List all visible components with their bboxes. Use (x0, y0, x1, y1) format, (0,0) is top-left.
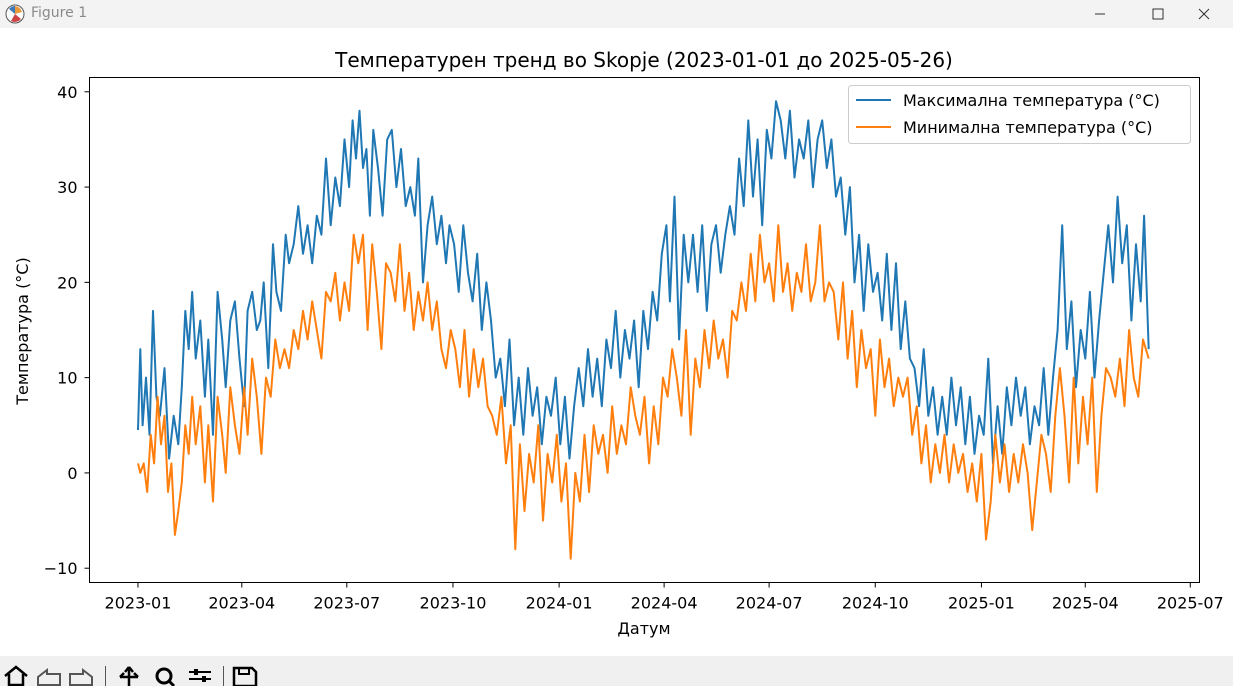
pan-icon (119, 666, 139, 686)
y-tick-label: 20 (57, 273, 77, 292)
home-icon (4, 665, 28, 687)
configure-subplots-button[interactable] (186, 664, 216, 686)
series-line-min-temperature (137, 224, 1150, 560)
y-tick-label: 30 (57, 178, 77, 197)
window-title: Figure 1 (31, 5, 88, 21)
x-tick-label: 2023-10 (420, 594, 487, 613)
y-tick-label: 10 (57, 369, 77, 388)
x-tick-label: 2023-07 (313, 594, 380, 613)
chart-legend: Максимална температура (°C) Минимална те… (848, 85, 1191, 144)
legend-label-max: Максимална температура (°C) (903, 91, 1160, 110)
forward-icon (69, 667, 93, 686)
series-line-max-temperature (137, 100, 1150, 465)
toolbar-separator (105, 666, 106, 686)
x-tick-label: 2025-07 (1157, 594, 1224, 613)
x-tick-label: 2024-10 (842, 594, 909, 613)
legend-box (848, 85, 1191, 144)
x-tick-label: 2024-07 (736, 594, 803, 613)
window-titlebar: Figure 1 (0, 0, 1233, 28)
save-icon (232, 666, 258, 688)
x-tick-label: 2025-01 (948, 594, 1015, 613)
plot-frame (89, 77, 1200, 583)
home-button[interactable] (2, 664, 32, 687)
maximize-icon (1152, 8, 1164, 20)
x-tick-label: 2025-04 (1052, 594, 1119, 613)
maximize-button[interactable] (1129, 0, 1187, 28)
chart-title: Температурен тренд во Skopje (2023-01-01… (334, 48, 953, 72)
pan-button[interactable] (114, 664, 144, 686)
configure-subplots-icon (189, 669, 211, 682)
minimize-button[interactable] (1071, 0, 1129, 28)
legend-label-min: Минимална температура (°C) (903, 118, 1153, 137)
back-button[interactable] (35, 664, 65, 686)
matplotlib-app-icon (5, 4, 25, 24)
y-tick-label: −10 (44, 559, 78, 578)
close-icon (1198, 8, 1210, 20)
chart-figure: Температурен тренд во Skopje (2023-01-01… (0, 28, 1233, 656)
y-tick-label: 0 (67, 464, 77, 483)
x-tick-label: 2024-01 (526, 594, 593, 613)
minimize-icon (1095, 13, 1105, 15)
zoom-button[interactable] (150, 664, 180, 688)
close-button[interactable] (1175, 0, 1233, 28)
y-tick-label: 40 (57, 83, 77, 102)
toolbar-separator (223, 666, 224, 686)
x-tick-label: 2023-04 (208, 594, 275, 613)
back-icon (37, 667, 61, 686)
x-axis-label: Датум (617, 619, 670, 638)
navigation-toolbar (0, 656, 1233, 688)
y-axis-label: Температура (°C) (13, 257, 32, 405)
x-tick-label: 2024-04 (631, 594, 698, 613)
zoom-icon (155, 667, 176, 688)
save-button[interactable] (231, 664, 261, 688)
forward-button[interactable] (67, 664, 97, 686)
x-tick-label: 2023-01 (105, 594, 172, 613)
